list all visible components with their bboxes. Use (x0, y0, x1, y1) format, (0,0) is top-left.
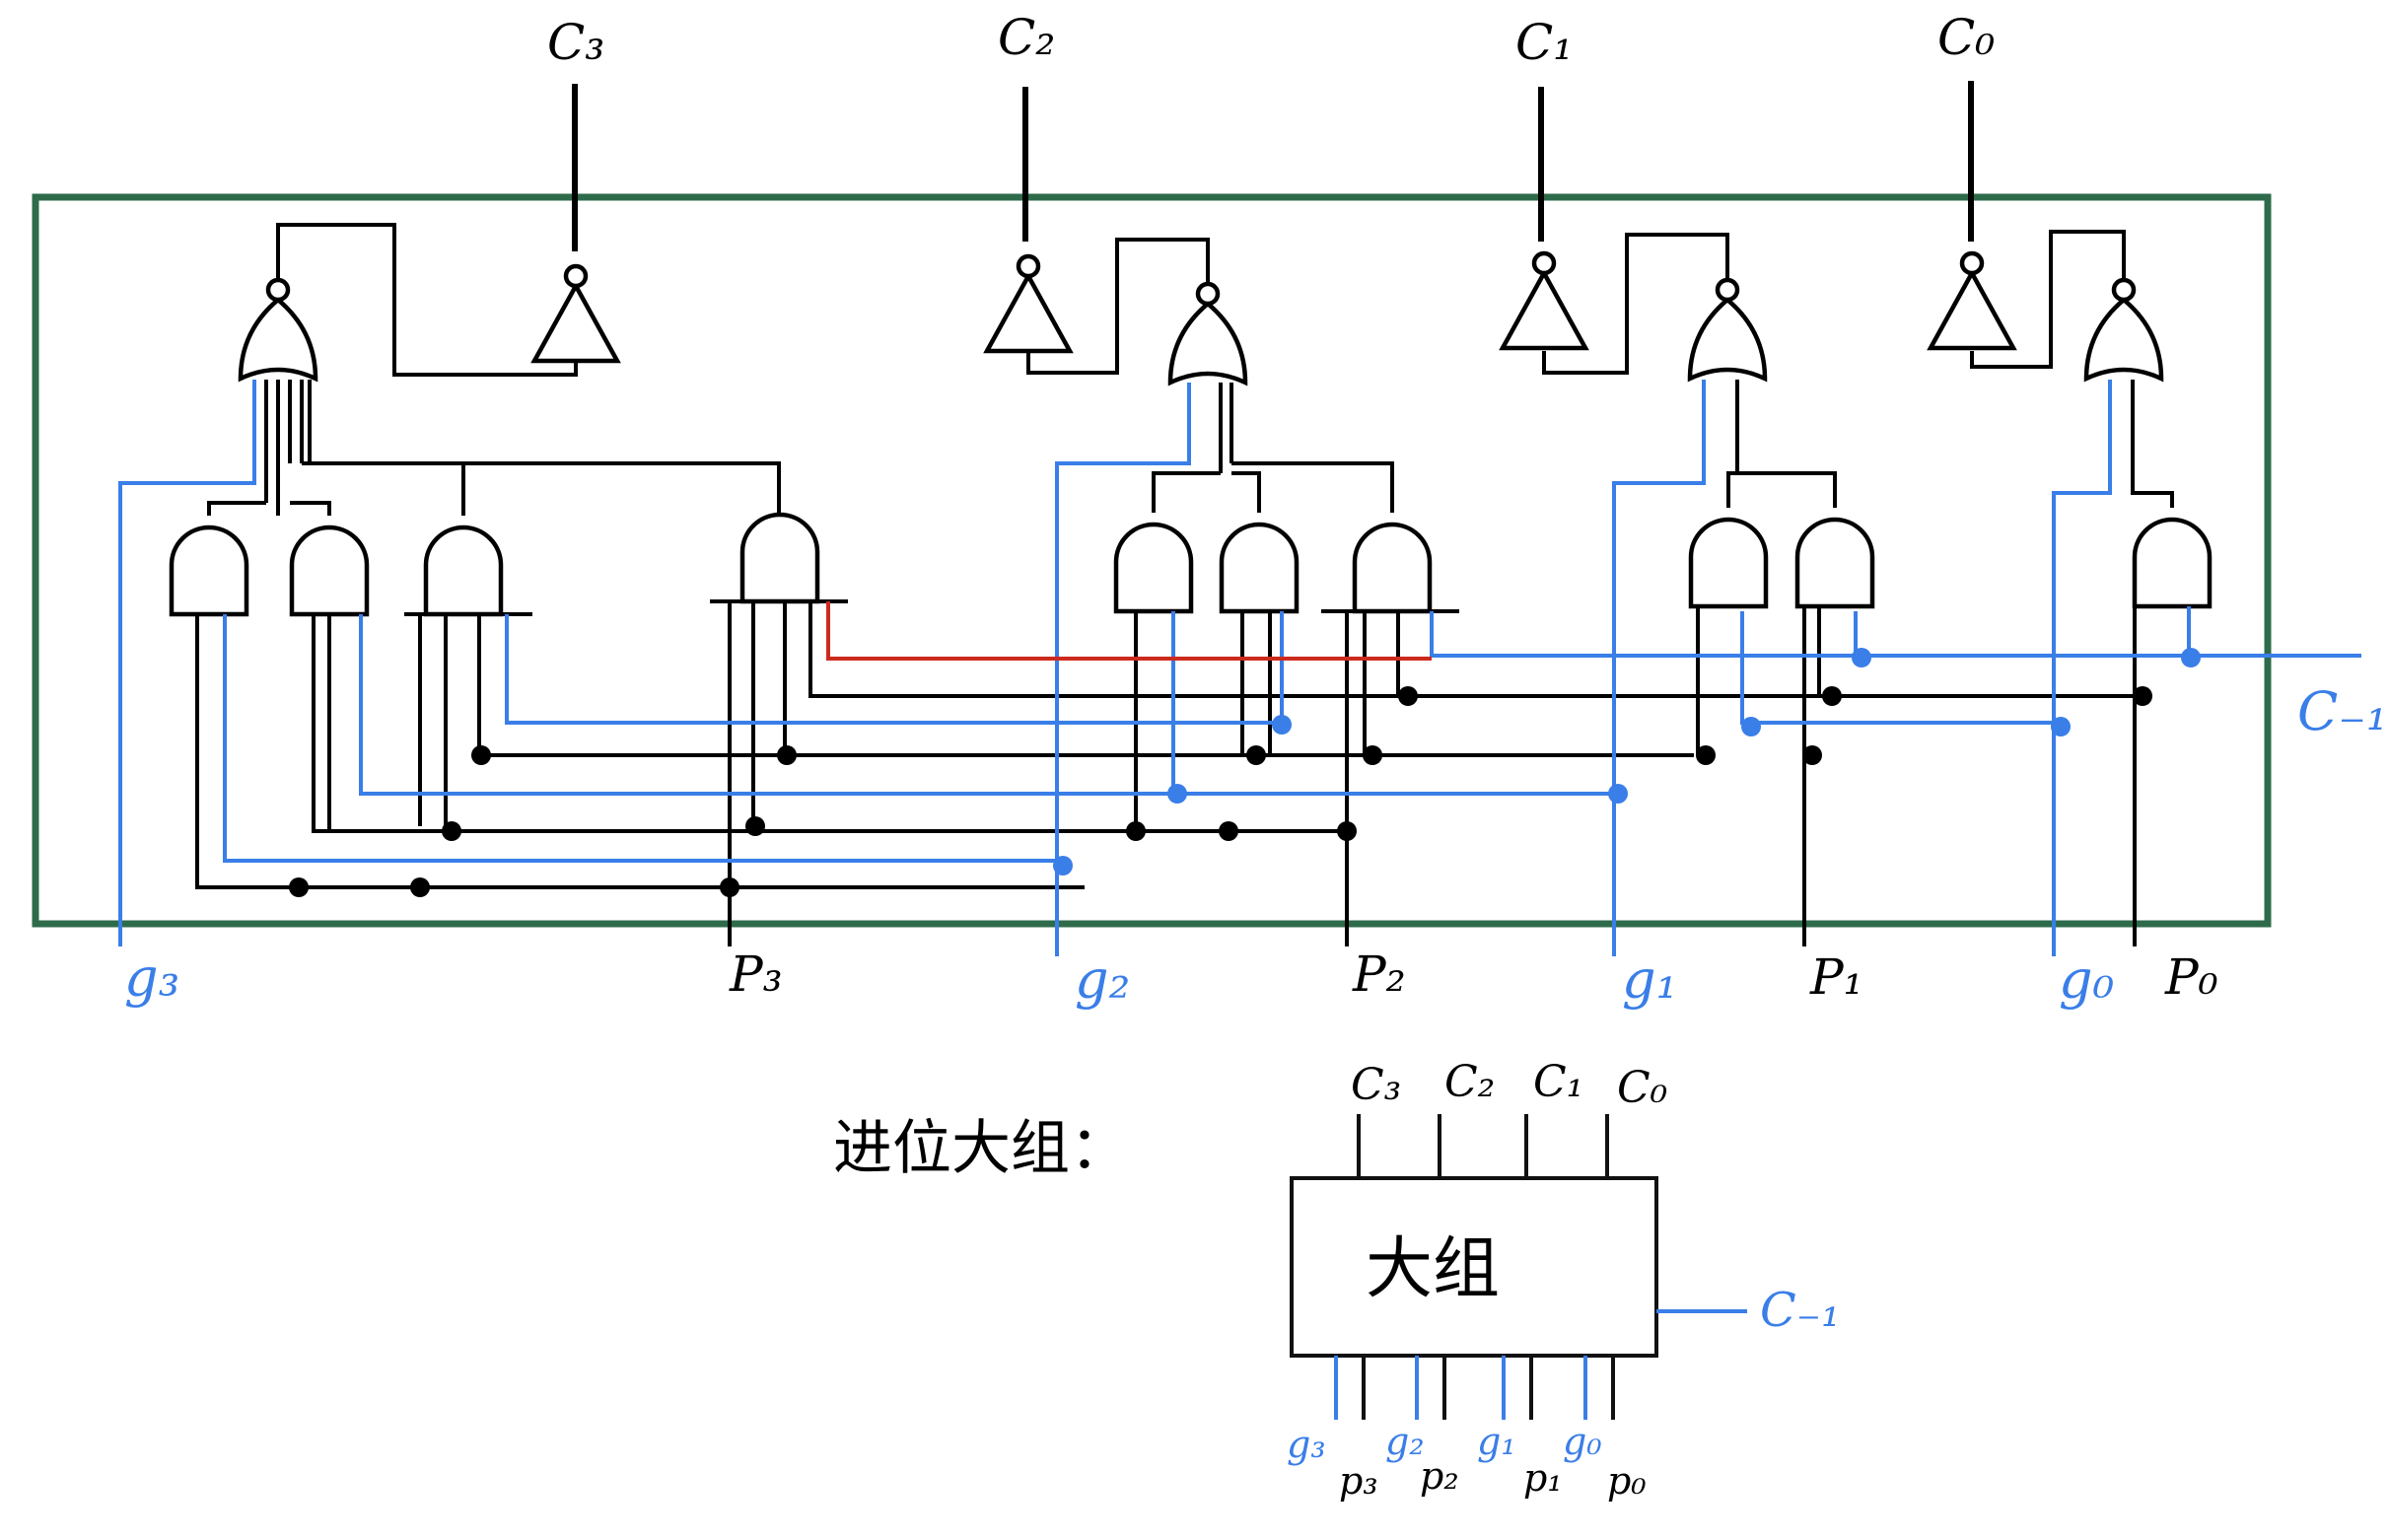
block-bottom-pins (1334, 1356, 1615, 1420)
nor-gate-c1 (1690, 280, 1765, 379)
and-gate-c3-a (172, 527, 246, 614)
input-label-g1: g₁ (1622, 948, 1677, 1011)
block-top-label-c1: C₁ (1533, 1057, 1583, 1107)
block-bottom-label-g1: g₁ (1477, 1420, 1516, 1463)
blue-wires (118, 380, 2361, 956)
block-bottom-label-p2: p₂ (1420, 1454, 1459, 1498)
input-label-cin: C₋₁ (2297, 680, 2387, 742)
not-gate-c3 (534, 266, 617, 361)
block-bottom-label-g3: g₃ (1287, 1423, 1326, 1466)
block-bottom-label-p3: p₃ (1339, 1459, 1378, 1503)
red-wire (826, 601, 1432, 661)
block-bottom-label-g2: g₂ (1385, 1420, 1425, 1463)
block-bottom-label-g0: g₀ (1563, 1420, 1602, 1463)
block-top-pins (1357, 1114, 1609, 1178)
output-label-c2: C₂ (998, 9, 1055, 66)
input-label-p0: P₀ (2164, 948, 2218, 1006)
output-label-c3: C₃ (547, 14, 604, 71)
input-label-p3: P₃ (729, 945, 783, 1003)
and-gate-c1-b (1797, 520, 1872, 606)
input-label-g3: g₃ (124, 946, 179, 1009)
junction-dots (289, 648, 2201, 897)
and-gate-c0-a (2135, 520, 2210, 606)
input-label-p1: P₁ (1809, 948, 1863, 1006)
and-gate-c2-c (1355, 525, 1430, 611)
and-gate-c2-b (1222, 525, 1297, 611)
output-lines (572, 81, 1974, 251)
and-gate-c1-a (1691, 520, 1766, 606)
not-gate-c2 (987, 256, 1070, 351)
block-top-label-c2: C₂ (1444, 1057, 1495, 1107)
and-gate-c3-b (292, 527, 367, 614)
block-caption: 进位大组： (833, 1114, 1129, 1183)
nor-gate-c3 (241, 280, 316, 379)
output-label-c1: C₁ (1515, 14, 1573, 71)
block-bottom-label-p0: p₀ (1607, 1459, 1647, 1503)
block-top-label-c3: C₃ (1351, 1060, 1401, 1110)
not-gate-c1 (1503, 253, 1585, 348)
circuit-frame (32, 193, 2272, 928)
input-label-g0: g₀ (2059, 948, 2114, 1011)
and-gate-c3-c (426, 527, 501, 614)
block-box (1290, 1176, 1658, 1358)
output-label-c0: C₀ (1937, 9, 1995, 66)
not-gate-c0 (1931, 253, 2013, 348)
block-top-label-c0: C₀ (1617, 1063, 1668, 1113)
block-bottom-label-p1: p₁ (1523, 1456, 1563, 1500)
and-gate-c3-d (742, 515, 817, 601)
block-cin-label: C₋₁ (1760, 1283, 1840, 1338)
block-title: 大组 (1366, 1230, 1500, 1308)
input-label-p2: P₂ (1352, 945, 1406, 1003)
nor-gate-c0 (2086, 280, 2161, 379)
and-gate-c2-a (1116, 525, 1191, 611)
nor-gate-c2 (1170, 284, 1245, 383)
input-label-g2: g₂ (1075, 948, 1130, 1011)
